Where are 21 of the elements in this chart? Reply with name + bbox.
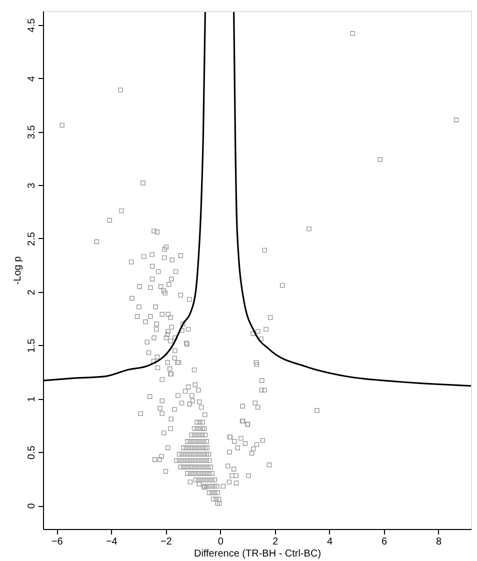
x-tick-label: −4 (106, 536, 118, 548)
x-tick-label: 4 (326, 536, 333, 548)
y-tick-label: 3 (26, 182, 38, 188)
line-series (233, 11, 471, 387)
x-axis-title: Difference (TR-BH - Ctrl-BC) (194, 548, 322, 560)
y-tick-label: 0 (26, 502, 38, 509)
x-tick-label: −6 (51, 536, 64, 548)
y-tick-label: 2 (26, 289, 38, 296)
y-tick-label: 3.5 (26, 124, 38, 140)
y-tick-label: 1.5 (26, 338, 38, 353)
y-tick-label: 2.5 (26, 232, 38, 246)
x-tick-label: −2 (160, 536, 172, 548)
x-tick-label: 0 (218, 536, 224, 548)
x-tick-label: 6 (381, 536, 388, 548)
x-tick-label: 2 (272, 536, 278, 548)
y-tick-label: 4.5 (26, 18, 38, 32)
y-tick-label: 4 (26, 76, 38, 82)
y-axis-title: -Log p (12, 256, 24, 285)
y-tick-label: 1 (26, 396, 38, 402)
x-tick-label: 8 (436, 536, 442, 548)
y-tick-label: 0.5 (26, 445, 38, 460)
